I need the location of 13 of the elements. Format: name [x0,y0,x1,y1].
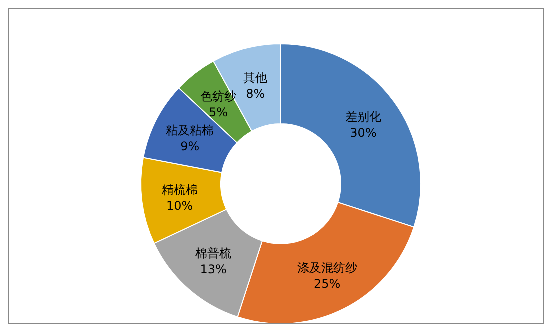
slice-label: 涤及混纺纱 [297,260,358,275]
slice-label: 差别化 [346,110,382,124]
slice-label: 精梳棉 [162,182,198,197]
slice-label: 其他 [244,71,268,86]
data-label: 5% [208,105,228,120]
data-label: 9% [180,140,200,154]
data-label: 30% [350,126,377,140]
data-label: 25% [314,276,341,291]
slice-label: 粘及粘棉 [166,124,214,138]
data-label: 10% [166,198,194,213]
slice-label: 棉普梳 [196,246,232,261]
data-label: 13% [200,262,227,277]
data-label: 8% [246,87,266,102]
